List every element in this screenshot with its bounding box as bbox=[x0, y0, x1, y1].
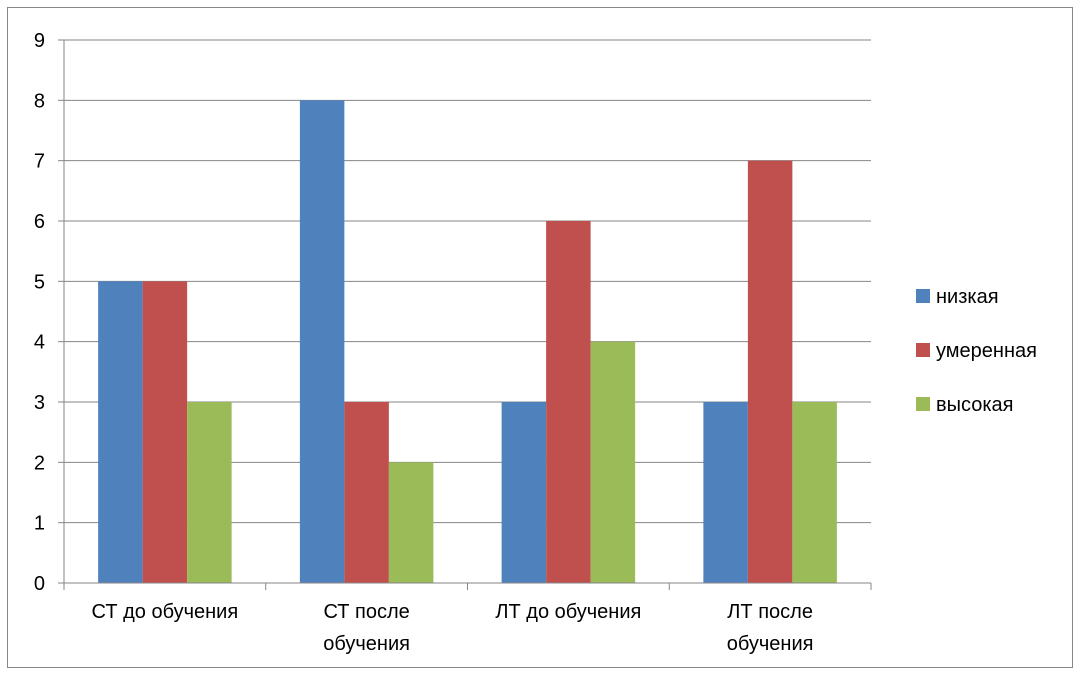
bar-умеренная bbox=[747, 160, 793, 583]
bar-умеренная bbox=[344, 402, 389, 583]
y-tick-labels: 0 1 2 3 4 5 6 7 8 9 bbox=[34, 30, 45, 595]
bar-высокая bbox=[792, 402, 837, 583]
y-tick-label: 6 bbox=[34, 211, 45, 233]
y-tick-label: 5 bbox=[34, 271, 45, 293]
bar-высокая bbox=[388, 462, 434, 583]
y-tick-label: 1 bbox=[34, 513, 45, 535]
legend-swatch bbox=[916, 343, 930, 357]
legend-label: умеренная bbox=[936, 340, 1037, 362]
y-tick-label: 3 bbox=[34, 392, 45, 414]
category-label: ЛТ до обучения bbox=[495, 601, 641, 623]
bar-низкая bbox=[501, 402, 547, 583]
y-tick-label: 9 bbox=[34, 30, 45, 52]
category-label: обучения bbox=[323, 633, 410, 655]
category-label: ЛТ после bbox=[727, 601, 813, 623]
chart-border bbox=[7, 7, 1073, 668]
y-tick-label: 7 bbox=[34, 151, 45, 173]
category-labels: СТ до обучения СТ после обучения ЛТ до обуч… bbox=[92, 601, 814, 655]
bar-низкая bbox=[703, 402, 748, 583]
bar-умеренная bbox=[142, 281, 188, 583]
legend-label: низкая bbox=[936, 286, 999, 308]
y-tick-label: 8 bbox=[34, 90, 45, 112]
category-label: обучения bbox=[727, 633, 814, 655]
bar-высокая bbox=[187, 402, 232, 583]
y-tick-label: 2 bbox=[34, 452, 45, 474]
bar-низкая bbox=[299, 100, 345, 583]
category-label: СТ до обучения bbox=[92, 601, 239, 623]
bar-умеренная bbox=[546, 221, 591, 583]
bars bbox=[98, 100, 837, 583]
y-tick-label: 0 bbox=[34, 573, 45, 595]
bar-высокая bbox=[590, 341, 636, 583]
legend-label: высокая bbox=[936, 394, 1014, 416]
y-tick-label: 4 bbox=[34, 332, 45, 354]
legend: низкая умеренная высокая bbox=[916, 286, 1037, 416]
bar-низкая bbox=[98, 281, 143, 583]
legend-swatch bbox=[916, 397, 930, 411]
legend-swatch bbox=[916, 289, 930, 303]
axes bbox=[58, 39, 872, 590]
category-label: СТ после bbox=[323, 601, 409, 623]
